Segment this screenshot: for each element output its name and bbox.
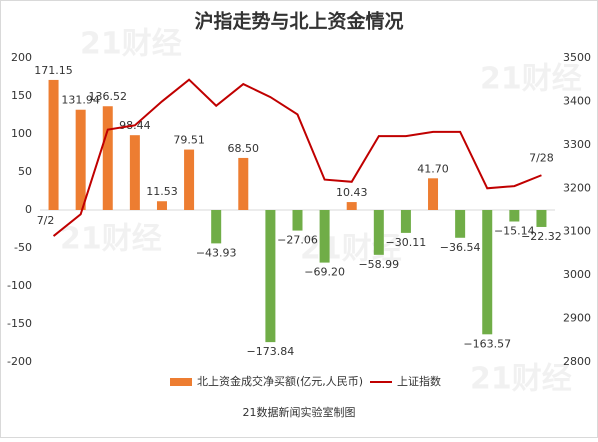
bar bbox=[346, 202, 357, 210]
y2-tick-label: 3500 bbox=[563, 51, 591, 64]
y2-tick-label: 3400 bbox=[563, 94, 591, 107]
chart-title: 沪指走势与北上资金情况 bbox=[194, 10, 403, 33]
value-label: −43.93 bbox=[196, 246, 237, 259]
y-tick-label: -200 bbox=[7, 355, 32, 368]
watermark: 21财经 bbox=[80, 27, 182, 62]
bar bbox=[265, 210, 276, 343]
value-label: −22.32 bbox=[521, 230, 562, 243]
value-label: 79.51 bbox=[173, 134, 205, 147]
y-tick-label: -150 bbox=[7, 317, 32, 330]
legend-swatch bbox=[170, 378, 192, 386]
y2-tick-label: 2900 bbox=[563, 312, 591, 325]
value-label: −30.11 bbox=[386, 236, 427, 249]
value-label: −69.20 bbox=[304, 266, 345, 279]
y2-tick-label: 3300 bbox=[563, 138, 591, 151]
legend-label: 北上资金成交净买额(亿元,人民币) bbox=[197, 374, 363, 388]
bar bbox=[75, 109, 86, 210]
bar bbox=[319, 210, 330, 263]
bar bbox=[400, 210, 411, 233]
bar bbox=[48, 79, 59, 211]
bar bbox=[373, 210, 384, 255]
value-label: 171.15 bbox=[34, 64, 73, 77]
value-label: −27.06 bbox=[277, 234, 318, 247]
x-label: 7/2 bbox=[37, 214, 55, 227]
value-label: −36.54 bbox=[440, 241, 481, 254]
bar bbox=[238, 157, 249, 210]
bar bbox=[184, 149, 195, 210]
value-label: 68.50 bbox=[228, 142, 260, 155]
bar bbox=[536, 210, 547, 227]
bar bbox=[129, 135, 140, 210]
y-tick-label: 0 bbox=[25, 203, 32, 216]
bar bbox=[211, 210, 222, 244]
x-label: 7/28 bbox=[529, 151, 554, 164]
legend-label: 上证指数 bbox=[397, 374, 441, 388]
y2-tick-label: 3200 bbox=[563, 181, 591, 194]
y-tick-label: -100 bbox=[7, 279, 32, 292]
value-label: −163.57 bbox=[463, 337, 511, 350]
watermark: 21财经 bbox=[60, 222, 162, 257]
bar bbox=[292, 210, 303, 231]
bar bbox=[428, 178, 439, 210]
bar bbox=[482, 210, 493, 335]
y-tick-label: 100 bbox=[11, 127, 32, 140]
y-tick-label: 150 bbox=[11, 89, 32, 102]
value-label: −173.84 bbox=[247, 345, 295, 358]
value-label: −15.14 bbox=[494, 225, 535, 238]
source: 21数据新闻实验室制图 bbox=[243, 405, 356, 419]
y2-tick-label: 2800 bbox=[563, 355, 591, 368]
y-tick-label: 200 bbox=[11, 51, 32, 64]
value-label: 41.70 bbox=[417, 162, 449, 175]
watermark: 21财经 bbox=[300, 232, 402, 267]
watermark: 21财经 bbox=[480, 62, 582, 97]
value-label: 131.94 bbox=[61, 94, 100, 107]
y2-tick-label: 3000 bbox=[563, 268, 591, 281]
value-label: 136.52 bbox=[89, 90, 128, 103]
value-label: 10.43 bbox=[336, 186, 368, 199]
bar bbox=[156, 201, 167, 210]
bar bbox=[455, 210, 466, 238]
value-label: 11.53 bbox=[146, 185, 178, 198]
value-label: −58.99 bbox=[358, 258, 399, 271]
y-tick-label: 50 bbox=[18, 165, 32, 178]
bar bbox=[509, 210, 520, 222]
bar bbox=[102, 106, 113, 210]
line bbox=[52, 78, 542, 237]
y-tick-label: -50 bbox=[14, 241, 32, 254]
watermark: 21财经 bbox=[470, 362, 572, 397]
y2-tick-label: 3100 bbox=[563, 225, 591, 238]
